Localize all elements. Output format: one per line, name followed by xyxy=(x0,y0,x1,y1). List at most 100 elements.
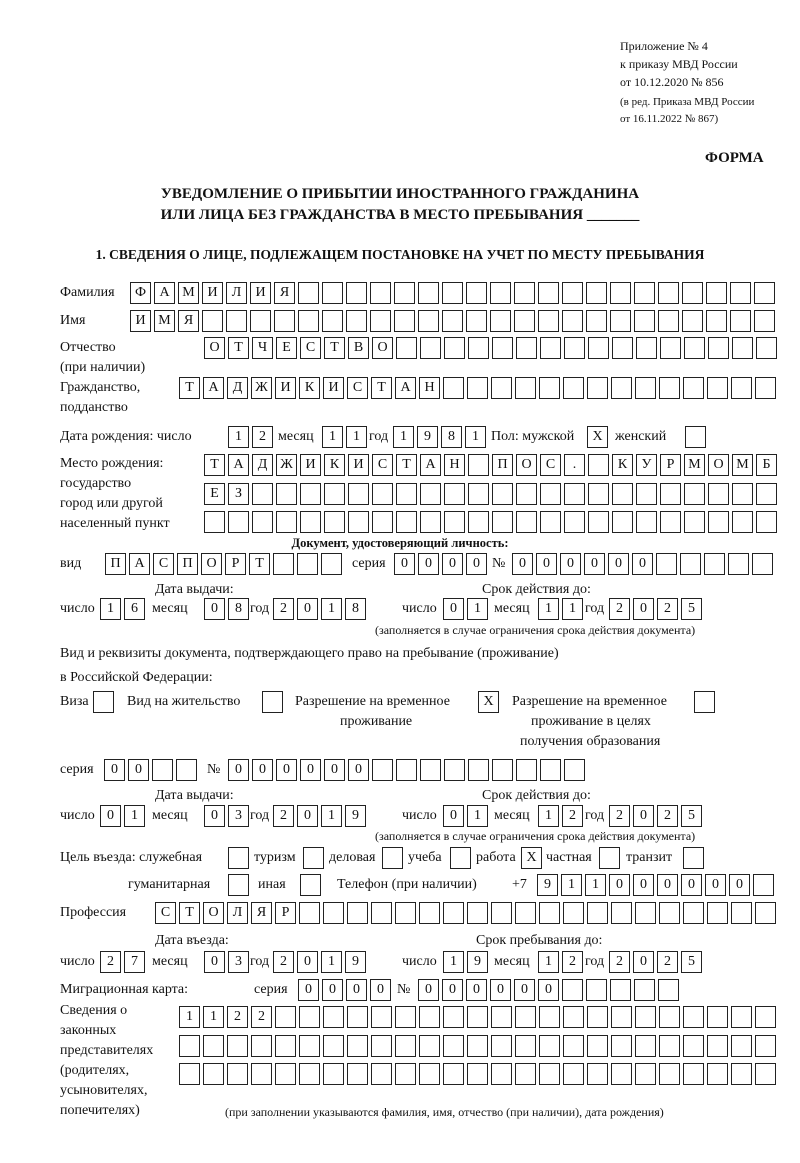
char-box[interactable] xyxy=(755,377,776,399)
char-box[interactable] xyxy=(611,377,632,399)
char-box[interactable] xyxy=(420,511,441,533)
char-box[interactable] xyxy=(540,483,561,505)
char-box[interactable]: Р xyxy=(275,902,296,924)
char-box[interactable] xyxy=(731,1063,752,1085)
char-box[interactable] xyxy=(587,1063,608,1085)
char-box[interactable]: К xyxy=(612,454,633,476)
char-box[interactable] xyxy=(299,1006,320,1028)
char-box[interactable] xyxy=(564,483,585,505)
char-box[interactable] xyxy=(490,282,511,304)
char-box[interactable]: Е xyxy=(204,483,225,505)
purpose-tourism-checkbox[interactable] xyxy=(303,847,324,869)
char-box[interactable] xyxy=(708,337,729,359)
char-box[interactable] xyxy=(442,282,463,304)
char-box[interactable]: О xyxy=(204,337,225,359)
char-box[interactable] xyxy=(680,553,701,575)
char-box[interactable] xyxy=(394,310,415,332)
char-box[interactable]: 2 xyxy=(100,951,121,973)
char-box[interactable] xyxy=(298,310,319,332)
char-box[interactable] xyxy=(492,511,513,533)
purpose-transit-checkbox[interactable] xyxy=(683,847,704,869)
char-box[interactable] xyxy=(752,553,773,575)
purpose-humanitarian-checkbox[interactable] xyxy=(228,874,249,896)
char-box[interactable] xyxy=(516,511,537,533)
char-box[interactable] xyxy=(659,1006,680,1028)
char-box[interactable] xyxy=(562,979,583,1001)
char-box[interactable] xyxy=(753,874,774,896)
char-box[interactable] xyxy=(382,847,403,869)
char-box[interactable] xyxy=(348,511,369,533)
char-box[interactable]: 1 xyxy=(321,805,342,827)
char-box[interactable]: 0 xyxy=(324,759,345,781)
reps-field-2[interactable] xyxy=(179,1035,776,1057)
char-box[interactable]: К xyxy=(299,377,320,399)
char-box[interactable] xyxy=(420,337,441,359)
char-box[interactable] xyxy=(562,310,583,332)
char-box[interactable]: 2 xyxy=(273,805,294,827)
char-box[interactable]: 8 xyxy=(345,598,366,620)
char-box[interactable]: К xyxy=(324,454,345,476)
char-box[interactable] xyxy=(468,483,489,505)
char-box[interactable]: С xyxy=(155,902,176,924)
char-box[interactable] xyxy=(396,511,417,533)
char-box[interactable] xyxy=(467,1063,488,1085)
char-box[interactable] xyxy=(443,1006,464,1028)
char-box[interactable] xyxy=(179,1035,200,1057)
char-box[interactable] xyxy=(515,1063,536,1085)
char-box[interactable]: 0 xyxy=(584,553,605,575)
char-box[interactable] xyxy=(563,1006,584,1028)
char-box[interactable] xyxy=(756,511,777,533)
char-box[interactable] xyxy=(514,310,535,332)
char-box[interactable]: 7 xyxy=(124,951,145,973)
char-box[interactable] xyxy=(563,902,584,924)
char-box[interactable]: X xyxy=(521,847,542,869)
char-box[interactable] xyxy=(564,759,585,781)
char-box[interactable]: 0 xyxy=(204,951,225,973)
char-box[interactable]: 2 xyxy=(657,951,678,973)
char-box[interactable] xyxy=(468,759,489,781)
char-box[interactable]: 5 xyxy=(681,598,702,620)
char-box[interactable] xyxy=(684,511,705,533)
char-box[interactable]: 9 xyxy=(467,951,488,973)
char-box[interactable] xyxy=(728,553,749,575)
char-box[interactable] xyxy=(450,847,471,869)
char-box[interactable]: Т xyxy=(179,377,200,399)
char-box[interactable] xyxy=(419,1006,440,1028)
char-box[interactable]: И xyxy=(250,282,271,304)
char-box[interactable]: 1 xyxy=(179,1006,200,1028)
char-box[interactable] xyxy=(755,902,776,924)
purpose-work-checkbox[interactable]: X xyxy=(521,847,542,869)
char-box[interactable] xyxy=(754,310,775,332)
char-box[interactable] xyxy=(396,759,417,781)
char-box[interactable]: 0 xyxy=(298,979,319,1001)
char-box[interactable] xyxy=(659,377,680,399)
char-box[interactable] xyxy=(587,1006,608,1028)
char-box[interactable] xyxy=(660,337,681,359)
char-box[interactable] xyxy=(539,377,560,399)
char-box[interactable] xyxy=(466,310,487,332)
char-box[interactable] xyxy=(202,310,223,332)
char-box[interactable] xyxy=(226,310,247,332)
char-box[interactable]: 0 xyxy=(466,553,487,575)
char-box[interactable] xyxy=(563,1035,584,1057)
char-box[interactable]: 1 xyxy=(100,598,121,620)
char-box[interactable] xyxy=(468,337,489,359)
char-box[interactable] xyxy=(683,377,704,399)
char-box[interactable] xyxy=(612,337,633,359)
char-box[interactable] xyxy=(634,282,655,304)
char-box[interactable]: Р xyxy=(660,454,681,476)
char-box[interactable]: Ф xyxy=(130,282,151,304)
char-box[interactable] xyxy=(443,902,464,924)
char-box[interactable]: Т xyxy=(179,902,200,924)
